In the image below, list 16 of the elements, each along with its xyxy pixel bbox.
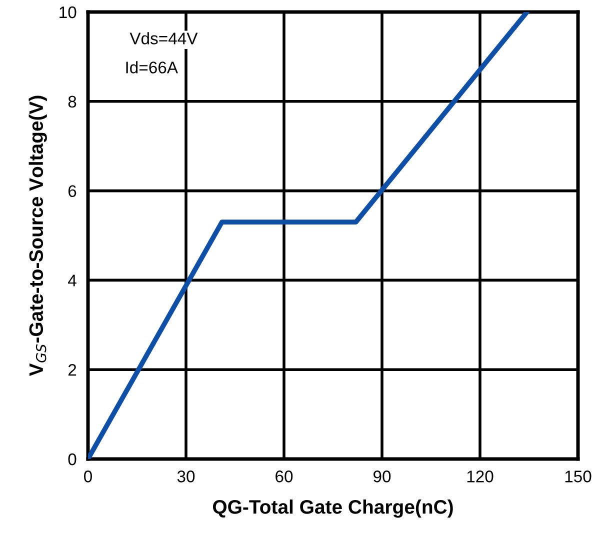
x-tick-label: 60: [276, 470, 293, 482]
x-tick-label: 90: [374, 470, 391, 482]
x-tick-label: 30: [177, 470, 195, 482]
y-tick-label: 2: [68, 364, 76, 376]
y-tick-label: 6: [68, 185, 76, 198]
y-axis-title: V$_{GS}$-Gate-to-Source Voltage(V): [28, 96, 47, 376]
y-tick-label: 10: [60, 6, 76, 18]
x-tick-label: 150: [565, 470, 592, 482]
x-tick-label: 0: [84, 470, 92, 482]
y-tick-label: 4: [68, 274, 76, 286]
y-tick-label: 0: [68, 453, 76, 466]
y-tick-label: 8: [68, 96, 76, 108]
annotation: Vds=44V: [130, 32, 198, 44]
annotation: Id=66A: [126, 61, 178, 74]
x-tick-label: 120: [467, 470, 494, 482]
x-axis-title: QG-Total Gate Charge(nC): [212, 500, 453, 518]
